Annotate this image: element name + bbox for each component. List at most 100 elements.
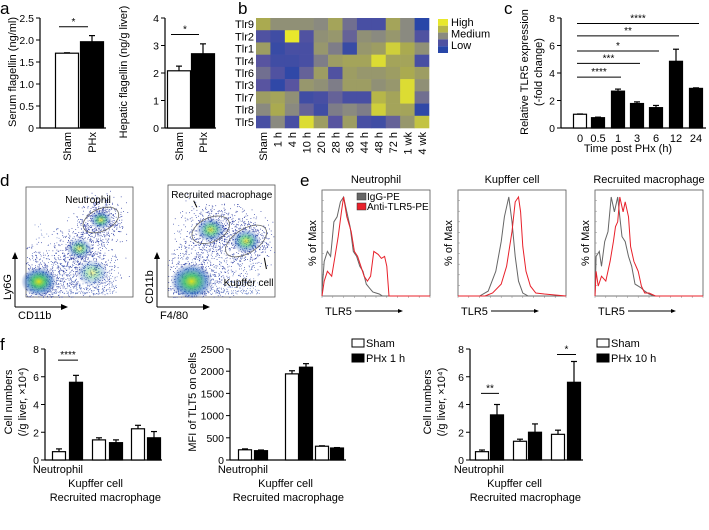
event-dot — [231, 218, 233, 220]
event-dot — [224, 203, 226, 205]
event-dot — [246, 293, 248, 295]
event-dot — [98, 286, 99, 288]
event-dot — [232, 221, 233, 223]
gate-pointer — [193, 200, 198, 208]
event-dot — [69, 259, 71, 261]
event-dot — [67, 252, 69, 254]
event-dot — [105, 281, 107, 283]
event-dot — [114, 225, 116, 227]
event-dot — [202, 215, 204, 217]
gate-recruited-macrophage — [191, 215, 231, 244]
bar-sham — [237, 449, 253, 461]
event-dot — [222, 268, 224, 270]
event-dot — [63, 253, 65, 254]
event-dot — [239, 218, 241, 220]
y-tick-label: 1000 — [201, 411, 225, 423]
event-dot — [212, 250, 214, 252]
event-dot — [69, 275, 71, 277]
event-dot — [233, 253, 234, 255]
heatmap-cell — [342, 30, 358, 43]
event-dot — [60, 259, 62, 260]
event-dot — [77, 264, 79, 266]
event-dot — [190, 231, 192, 233]
event-dot — [63, 266, 65, 268]
event-dot — [227, 213, 229, 215]
event-dot — [238, 282, 239, 283]
x-axis-label: TLR5 — [325, 306, 352, 318]
heatmap-cell — [299, 54, 314, 68]
event-dot — [71, 257, 73, 259]
x-tick-label: Sham — [174, 132, 186, 161]
event-dot — [228, 229, 230, 231]
event-dot — [82, 230, 84, 232]
event-dot — [227, 236, 228, 238]
event-dot — [186, 251, 188, 253]
event-dot — [97, 288, 99, 290]
event-dot — [266, 255, 268, 257]
bar-phx — [68, 381, 84, 461]
event-dot — [240, 207, 242, 208]
event-dot — [212, 274, 214, 276]
event-dot — [106, 205, 108, 207]
event-dot — [245, 258, 246, 260]
event-dot — [202, 266, 204, 268]
event-dot — [125, 257, 127, 259]
event-dot — [113, 235, 115, 237]
event-dot — [76, 281, 77, 283]
event-dot — [92, 255, 94, 257]
event-dot — [90, 233, 92, 234]
event-dot — [99, 255, 101, 257]
population-density — [170, 263, 213, 299]
event-dot — [267, 232, 268, 234]
event-dot — [115, 286, 116, 288]
event-dot — [224, 235, 225, 237]
event-dot — [51, 255, 53, 257]
event-dot — [97, 203, 99, 205]
event-dot — [245, 282, 247, 283]
event-dot — [52, 269, 54, 271]
event-dot — [109, 292, 111, 294]
event-dot — [221, 252, 223, 254]
event-dot — [58, 272, 60, 274]
y-tick-label: 0 — [28, 123, 34, 135]
event-dot — [111, 249, 113, 250]
event-dot — [58, 294, 60, 296]
event-dot — [178, 231, 180, 233]
event-dot — [104, 282, 106, 283]
event-dot — [218, 212, 219, 214]
event-dot — [198, 257, 200, 258]
event-dot — [62, 235, 64, 237]
event-dot — [218, 239, 220, 241]
event-dot — [65, 261, 66, 263]
event-dot — [216, 241, 217, 243]
event-dot — [198, 206, 200, 207]
event-dot — [94, 287, 96, 289]
event-dot — [197, 254, 199, 256]
event-dot — [227, 266, 229, 268]
event-dot — [96, 232, 98, 234]
event-dot — [73, 213, 75, 215]
bar-sham — [130, 428, 146, 461]
event-dot — [176, 264, 178, 265]
event-dot — [174, 296, 176, 298]
event-dot — [111, 239, 113, 241]
event-dot — [110, 213, 112, 214]
event-dot — [109, 266, 111, 267]
event-dot — [172, 271, 174, 272]
event-dot — [91, 229, 93, 231]
event-dot — [33, 252, 35, 253]
event-dot — [221, 291, 223, 293]
event-dot — [196, 254, 197, 256]
event-dot — [27, 295, 28, 297]
event-dot — [205, 247, 207, 248]
event-dot — [224, 218, 226, 220]
event-dot — [217, 291, 219, 293]
heatmap-cell — [400, 54, 415, 68]
heatmap-cell — [299, 103, 314, 117]
event-dot — [91, 236, 93, 238]
event-dot — [76, 216, 78, 218]
event-dot — [65, 244, 67, 245]
heatmap-cell — [385, 18, 401, 31]
event-dot — [63, 265, 65, 266]
event-dot — [62, 266, 64, 268]
